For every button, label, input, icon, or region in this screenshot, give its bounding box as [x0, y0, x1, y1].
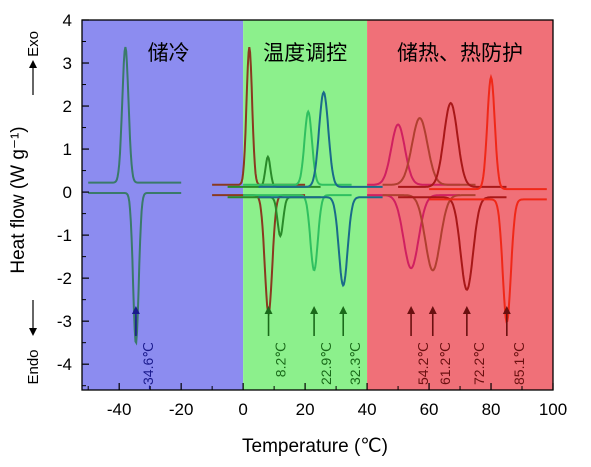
y-tick-label-1: 4 — [63, 11, 72, 30]
annotation-label-1: -34.6℃ — [140, 342, 156, 390]
series-9-exo-curve — [429, 73, 547, 191]
series-4-endo-curve — [243, 194, 352, 272]
y-axis-title: Heat flow (W g⁻¹) — [8, 126, 29, 273]
annotation-label-4: 32.3℃ — [347, 342, 363, 385]
curves-layer — [88, 46, 547, 346]
series-8-exo-curve — [398, 101, 507, 188]
region-label-3: 储热、热防护 — [397, 41, 523, 65]
x-tick-label-6: 60 — [420, 400, 439, 419]
annotation-arrow-head-5 — [407, 306, 416, 314]
annotation-label-2: 8.2℃ — [273, 342, 289, 377]
annotation-label-8: 85.1℃ — [511, 342, 527, 385]
annotation-label-5: 54.2℃ — [415, 342, 431, 385]
y-tick-label-9: -4 — [57, 355, 72, 374]
series-7-endo-curve — [382, 194, 476, 272]
annotation-arrow-head-8 — [502, 306, 511, 314]
series-5-endo-curve — [258, 196, 383, 288]
annotation-label-7: 72.2℃ — [471, 342, 487, 385]
annotation-arrow-head-2 — [264, 306, 273, 314]
x-tick-label-1: -40 — [107, 400, 132, 419]
annotations-layer: -34.6℃ 8.2℃ 22.9℃ 32.3℃ 54.2℃ 61.2℃ 72.2℃ 85.1℃ — [131, 306, 527, 390]
annotation-arrow-head-3 — [310, 306, 319, 314]
exo-arrow-head — [29, 60, 37, 68]
x-axis-title: Temperature (℃) — [242, 436, 388, 457]
y-tick-label-3: 2 — [63, 97, 72, 116]
y-tick-label-2: 3 — [63, 54, 72, 73]
y-tick-label-6: -1 — [57, 226, 72, 245]
x-tick-label-8: 100 — [539, 400, 567, 419]
region-1 — [82, 20, 244, 390]
x-tick-label-2: -20 — [169, 400, 194, 419]
y-tick-label-5: 0 — [63, 183, 72, 202]
annotation-label-3: 22.9℃ — [318, 342, 334, 385]
region-labels-layer: 储冷 温度调控 储热、热防护 — [148, 41, 523, 65]
annotation-arrow-head-1 — [131, 306, 140, 314]
annotation-arrow-head-4 — [339, 306, 348, 314]
ticks-layer: -40 -20 0 20 40 60 80 100 4 3 2 1 0 -1 -2 -3 -4 — [57, 11, 567, 419]
endo-label: Endo — [25, 349, 42, 384]
y-tick-label-7: -2 — [57, 269, 72, 288]
annotation-label-6: 61.2℃ — [437, 342, 453, 385]
exo-label: Exo — [25, 31, 42, 57]
plot-frame — [81, 19, 554, 391]
regions-layer — [82, 20, 553, 390]
series-5-exo-curve — [258, 90, 383, 188]
x-tick-label-3: 0 — [238, 400, 247, 419]
series-8-endo-curve — [398, 196, 507, 291]
y-tick-label-8: -3 — [57, 312, 72, 331]
plot-border — [81, 19, 554, 391]
region-label-1: 储冷 — [148, 41, 190, 65]
region-2 — [243, 20, 368, 390]
series-1-endo-curve — [88, 192, 182, 346]
series-7-exo-curve — [382, 117, 476, 186]
series-1-exo-curve — [88, 46, 182, 184]
annotation-arrow-head-6 — [428, 306, 437, 314]
x-tick-label-4: 20 — [296, 400, 315, 419]
exo-indicator: Exo — [25, 31, 42, 95]
x-tick-label-5: 40 — [358, 400, 377, 419]
series-9-endo-curve — [429, 198, 547, 324]
series-4-exo-curve — [243, 109, 352, 186]
annotation-arrow-head-7 — [462, 306, 471, 314]
region-3 — [367, 20, 553, 390]
region-label-2: 温度调控 — [263, 41, 347, 65]
x-tick-label-7: 80 — [482, 400, 501, 419]
y-tick-label-4: 1 — [63, 140, 72, 159]
endo-arrow-head — [29, 328, 37, 336]
endo-indicator: Endo — [25, 300, 42, 385]
